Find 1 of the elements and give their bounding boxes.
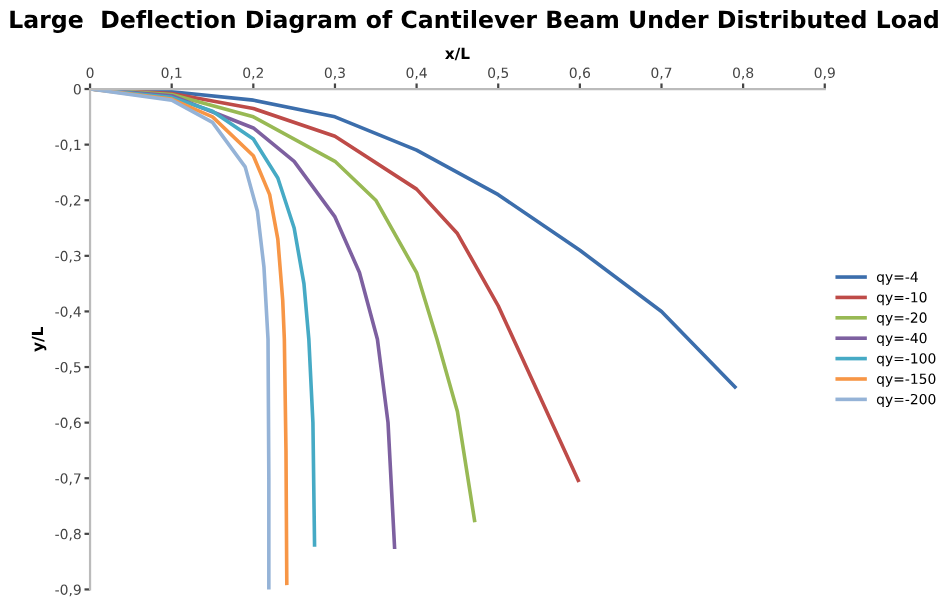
chart-title: Large Deflection Diagram of Cantilever Beam Under Distributed Load xyxy=(10,9,938,34)
